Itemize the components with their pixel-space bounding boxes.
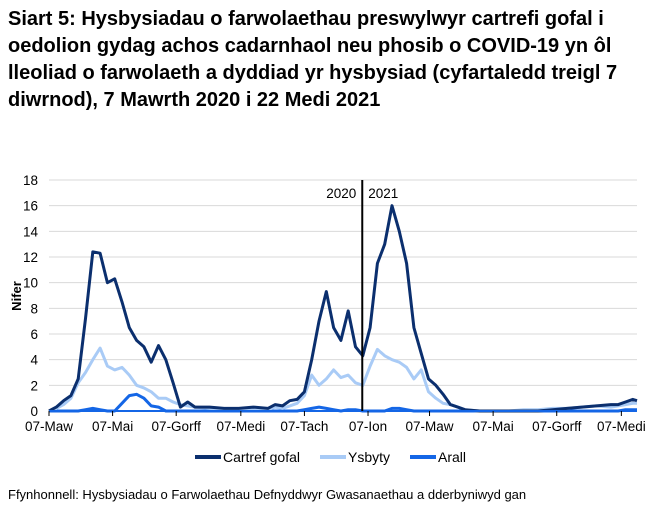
legend-item-arall: Arall [410, 449, 466, 465]
x-tick-label: 07-Maw [406, 419, 454, 434]
y-tick-label: 12 [23, 250, 38, 265]
legend-swatch-arall [410, 455, 437, 459]
legend: Cartref gofal Ysbyty Arall [0, 449, 661, 465]
y-tick-label: 0 [30, 404, 38, 419]
x-tick-label: 07-Gorff [532, 419, 582, 434]
x-tick-label: 07-Mai [92, 419, 133, 434]
x-axis-ticks: 07-Maw 07-Mai 07-Gorff 07-Medi 07-Tach 07-Ion… [25, 411, 646, 434]
x-tick-label: 07-Gorff [152, 419, 202, 434]
x-tick-label: 07-Tach [280, 419, 328, 434]
chart-title: Siart 5: Hysbysiadau o farwolaethau pres… [8, 8, 618, 111]
y-tick-label: 10 [23, 276, 38, 291]
legend-label: Arall [438, 449, 467, 465]
source-note: Ffynhonnell: Hysbysiadau o Farwolaethau … [8, 487, 527, 502]
line-chart: 0 2 4 6 8 10 12 14 16 18 Nifer 07-Maw 07-Mai 07-Gor… [9, 173, 646, 434]
y-tick-label: 18 [23, 173, 38, 188]
gridlines [49, 179, 637, 386]
series-line-ysbyty [48, 346, 637, 413]
legend-item-ysbyty: Ysbyty [320, 449, 390, 465]
year-label-right: 2021 [368, 186, 398, 201]
legend-label: Cartref gofal [222, 449, 300, 465]
x-tick-label: 07-Mai [472, 419, 513, 434]
year-divider: 2020 2021 [326, 180, 398, 411]
y-axis-tick-labels: 0 2 4 6 8 10 12 14 16 18 [23, 173, 39, 419]
y-tick-label: 8 [30, 301, 38, 316]
x-tick-label: 07-Medi [216, 419, 265, 434]
x-tick-label: 07-Maw [25, 419, 73, 434]
y-tick-label: 16 [23, 199, 38, 214]
year-label-left: 2020 [326, 186, 356, 201]
y-tick-label: 2 [30, 378, 38, 393]
y-tick-label: 14 [23, 224, 39, 239]
legend-label: Ysbyty [348, 449, 391, 465]
y-tick-label: 6 [30, 327, 38, 342]
x-tick-label: 07-Ion [349, 419, 387, 434]
y-tick-label: 4 [30, 353, 38, 368]
legend-swatch-ysbyty [320, 455, 346, 459]
legend-item-cartref-gofal: Cartref gofal [194, 449, 300, 465]
x-tick-label: 07-Medi [597, 419, 646, 434]
y-axis-label: Nifer [9, 281, 24, 311]
legend-swatch-cartref-gofal [194, 455, 221, 459]
